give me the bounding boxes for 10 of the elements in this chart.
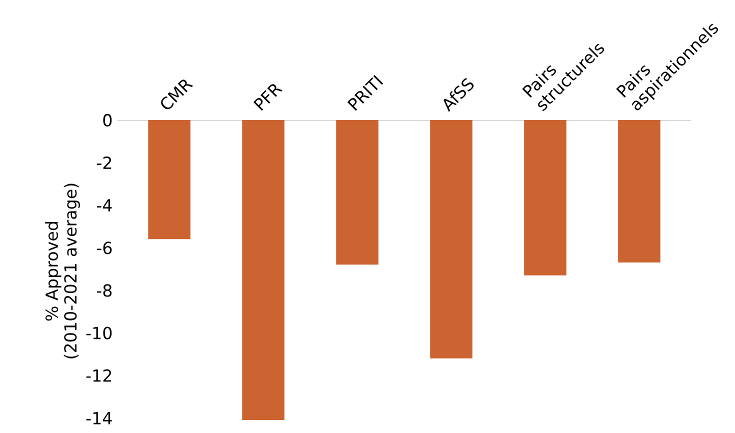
- y-tick-label: -12: [86, 369, 112, 382]
- y-tick-label: 0: [103, 114, 112, 127]
- y-tick-label: -4: [96, 199, 112, 212]
- x-tick-label: PFR: [253, 82, 283, 111]
- y-tick-label: -8: [96, 284, 112, 297]
- y-tick-label: -10: [86, 326, 112, 340]
- y-axis-title: % Approved (2010-2021 average): [45, 184, 80, 358]
- y-tick-label: -2: [96, 156, 112, 169]
- y-tick-label: -14: [86, 412, 112, 424]
- y-tick-label: -6: [96, 242, 112, 254]
